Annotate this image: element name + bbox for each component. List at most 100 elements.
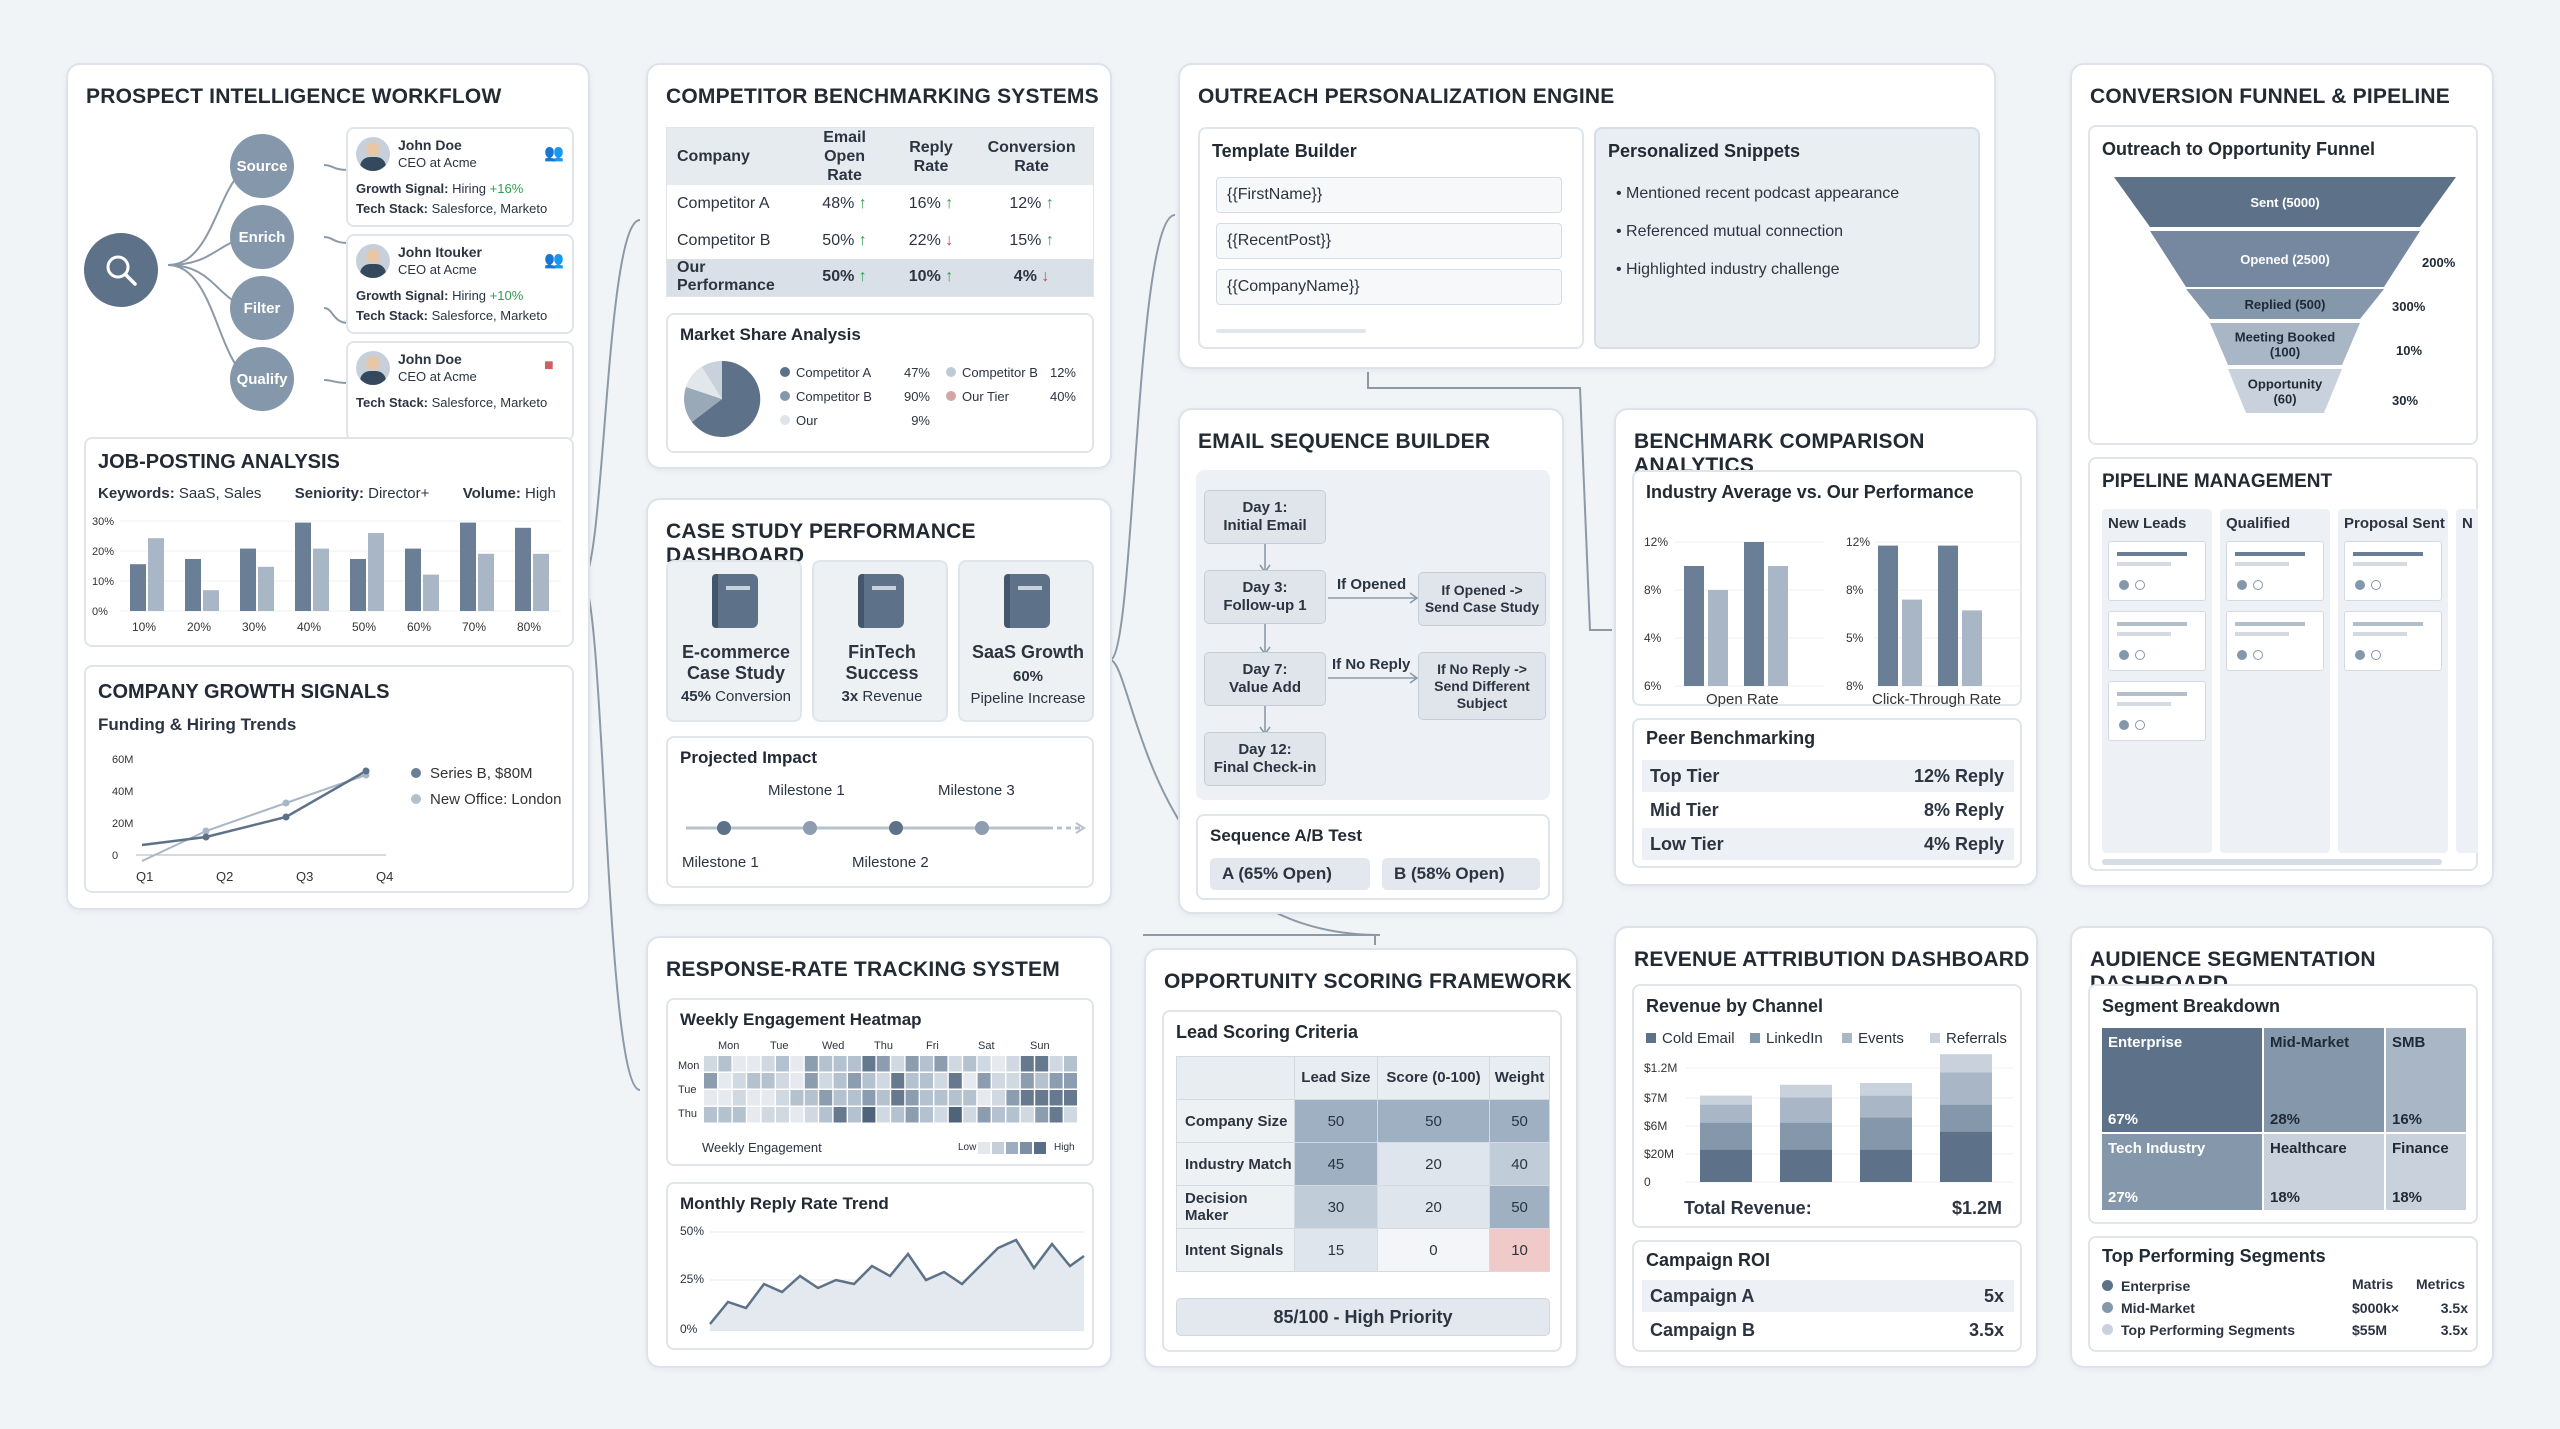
criteria-cell: Industry Match bbox=[1176, 1142, 1295, 1186]
table-row[interactable]: Our Performance 50% ↑ 10% ↑ 4% ↓ bbox=[666, 259, 1094, 296]
table-row[interactable]: Decision Maker 30 20 50 bbox=[1176, 1185, 1550, 1229]
horizontal-scrollbar[interactable] bbox=[2102, 859, 2442, 865]
sequence-step[interactable]: Day 3: Follow-up 1 bbox=[1204, 570, 1326, 624]
bar-segment bbox=[1940, 1072, 1992, 1105]
lead-card[interactable] bbox=[2344, 611, 2442, 671]
sequence-step[interactable]: Day 7: Value Add bbox=[1204, 652, 1326, 706]
segment-cell[interactable]: SMB 16% bbox=[2386, 1028, 2466, 1132]
user-group-icon[interactable]: 👥 bbox=[544, 145, 564, 162]
contact-name: John Itouker bbox=[398, 244, 483, 260]
contact-card[interactable]: John Itouker CEO at Acme 👥 Growth Signal: H… bbox=[346, 234, 574, 334]
table-row[interactable]: Competitor A 48% ↑ 16% ↑ 12% ↑ bbox=[666, 185, 1094, 222]
y-tick: $7M bbox=[1644, 1091, 1667, 1105]
avatar-icon bbox=[2119, 650, 2129, 660]
lead-card[interactable] bbox=[2226, 541, 2324, 601]
heat-cell bbox=[862, 1107, 876, 1123]
snippet-item[interactable]: • Highlighted industry challenge bbox=[1616, 261, 1840, 278]
pipeline-column[interactable]: Qualified bbox=[2220, 509, 2330, 853]
heatmap-title: Weekly Engagement Heatmap bbox=[680, 1010, 922, 1029]
template-field[interactable]: {{RecentPost}} bbox=[1216, 223, 1562, 259]
search-hub-icon[interactable] bbox=[84, 233, 158, 307]
case-study-card[interactable]: FinTech Success 3x Revenue bbox=[812, 560, 948, 722]
revenue-panel: REVENUE ATTRIBUTION DASHBOARD Revenue by… bbox=[1614, 926, 2038, 1368]
segment-cell[interactable]: Mid-Market 28% bbox=[2264, 1028, 2384, 1132]
heat-cell bbox=[992, 1090, 1005, 1106]
column-title: New Leads bbox=[2108, 515, 2187, 532]
case-study-card[interactable]: E-commerce Case Study 45% Conversion bbox=[666, 560, 802, 722]
bar bbox=[460, 522, 476, 611]
contact-role: CEO at Acme bbox=[398, 369, 477, 384]
campaign-row[interactable]: Campaign A 5x bbox=[1642, 1280, 2014, 1312]
lead-card[interactable] bbox=[2108, 611, 2206, 671]
tier-row[interactable]: Mid Tier 8% Reply bbox=[1642, 794, 2014, 826]
campaign-row[interactable]: Campaign B 3.5x bbox=[1642, 1314, 2014, 1346]
sequence-step[interactable]: Day 12: Final Check-in bbox=[1204, 732, 1326, 786]
lead-card[interactable] bbox=[2226, 611, 2324, 671]
workflow-step-qualify[interactable]: Qualify bbox=[230, 347, 294, 411]
heat-cell bbox=[977, 1073, 991, 1089]
heat-cell bbox=[905, 1073, 919, 1089]
heat-cell bbox=[819, 1090, 833, 1106]
template-field[interactable]: {{CompanyName}} bbox=[1216, 269, 1562, 305]
funnel-stage bbox=[2186, 289, 2384, 319]
metric-cell: 22% ↓ bbox=[908, 231, 954, 249]
table-row[interactable]: Company Size 50 50 50 bbox=[1176, 1099, 1550, 1143]
segment-row[interactable]: Top Performing Segments $55M 3.5x bbox=[2102, 1322, 2468, 1342]
funnel-stage bbox=[2150, 231, 2420, 287]
sequence-result[interactable]: If No Reply -> Send Different Subject bbox=[1418, 652, 1546, 720]
segment-row[interactable]: Mid-Market $000k× 3.5x bbox=[2102, 1300, 2468, 1320]
legend-item: Competitor B 12% bbox=[946, 365, 1076, 380]
table-row[interactable]: Intent Signals 15 0 10 bbox=[1176, 1228, 1550, 1272]
table-row[interactable]: Competitor B 50% ↑ 22% ↓ 15% ↑ bbox=[667, 222, 1094, 259]
segment-cell[interactable]: Enterprise 67% bbox=[2102, 1028, 2262, 1132]
workflow-step-source[interactable]: Source bbox=[230, 134, 294, 198]
sequence-step[interactable]: Day 1: Initial Email bbox=[1204, 490, 1326, 544]
pipeline-column[interactable]: N bbox=[2456, 509, 2478, 853]
segment-cell[interactable]: Finance 18% bbox=[2386, 1134, 2466, 1210]
tier-row[interactable]: Top Tier 12% Reply bbox=[1642, 760, 2014, 792]
rev-sub: Revenue by Channel bbox=[1646, 996, 1824, 1016]
snippet-item[interactable]: • Mentioned recent podcast appearance bbox=[1616, 185, 1900, 202]
avatar-icon bbox=[2237, 580, 2247, 590]
ms-title: Market Share Analysis bbox=[680, 325, 861, 344]
tier-row[interactable]: Low Tier 4% Reply bbox=[1642, 828, 2014, 860]
workflow-step-enrich[interactable]: Enrich bbox=[230, 205, 294, 269]
x-tick: 60% bbox=[407, 620, 431, 634]
tech-stack: Tech Stack: Salesforce, Marketo bbox=[356, 201, 548, 216]
variant-a-button[interactable]: A (65% Open) bbox=[1210, 858, 1370, 890]
case-study-card[interactable]: SaaS Growth 60% Pipeline Increase bbox=[958, 560, 1094, 722]
placeholder-line bbox=[1216, 329, 1366, 333]
metric-cell: 50% ↑ bbox=[822, 231, 867, 249]
bar bbox=[1708, 590, 1728, 686]
score-cell: 30 bbox=[1294, 1185, 1378, 1229]
lead-card[interactable] bbox=[2108, 681, 2206, 741]
segment-row[interactable]: Enterprise bbox=[2102, 1278, 2468, 1298]
template-field[interactable]: {{FirstName}} bbox=[1216, 177, 1562, 213]
variant-b-button[interactable]: B (58% Open) bbox=[1382, 858, 1540, 890]
contact-card[interactable]: John Doe CEO at Acme 👥 Growth Signal: Hirin… bbox=[346, 127, 574, 227]
job-posting-card: JOB-POSTING ANALYSIS Keywords: SaaS, Sal… bbox=[84, 437, 574, 647]
segment-cell[interactable]: Tech Industry 27% bbox=[2102, 1134, 2262, 1210]
stage-label: Opportunity bbox=[2248, 377, 2323, 392]
pipeline-column[interactable]: New Leads bbox=[2102, 509, 2212, 853]
bar bbox=[533, 553, 549, 611]
lead-card[interactable] bbox=[2344, 541, 2442, 601]
column-header: Email Open Rate bbox=[797, 127, 892, 185]
table-row[interactable]: Industry Match 45 20 40 bbox=[1176, 1142, 1550, 1186]
sequence-result[interactable]: If Opened -> Send Case Study bbox=[1418, 572, 1546, 626]
heat-day: Mon bbox=[718, 1040, 740, 1052]
snippet-item[interactable]: • Referenced mutual connection bbox=[1616, 223, 1844, 240]
workflow-step-filter[interactable]: Filter bbox=[230, 276, 294, 340]
badge-icon[interactable]: ■ bbox=[544, 357, 554, 374]
user-group-icon[interactable]: 👥 bbox=[544, 252, 564, 269]
column-header: Company bbox=[666, 127, 798, 185]
ab-test-card: Sequence A/B Test A (65% Open) B (58% Op… bbox=[1196, 814, 1550, 900]
heat-cell bbox=[948, 1073, 962, 1089]
lead-card[interactable] bbox=[2108, 541, 2206, 601]
pipeline-column[interactable]: Proposal Sent bbox=[2338, 509, 2448, 853]
segment-cell[interactable]: Healthcare 18% bbox=[2264, 1134, 2384, 1210]
x-tick: 40% bbox=[297, 620, 321, 634]
bar bbox=[1684, 566, 1704, 686]
heat-high-label: High bbox=[1054, 1142, 1075, 1153]
